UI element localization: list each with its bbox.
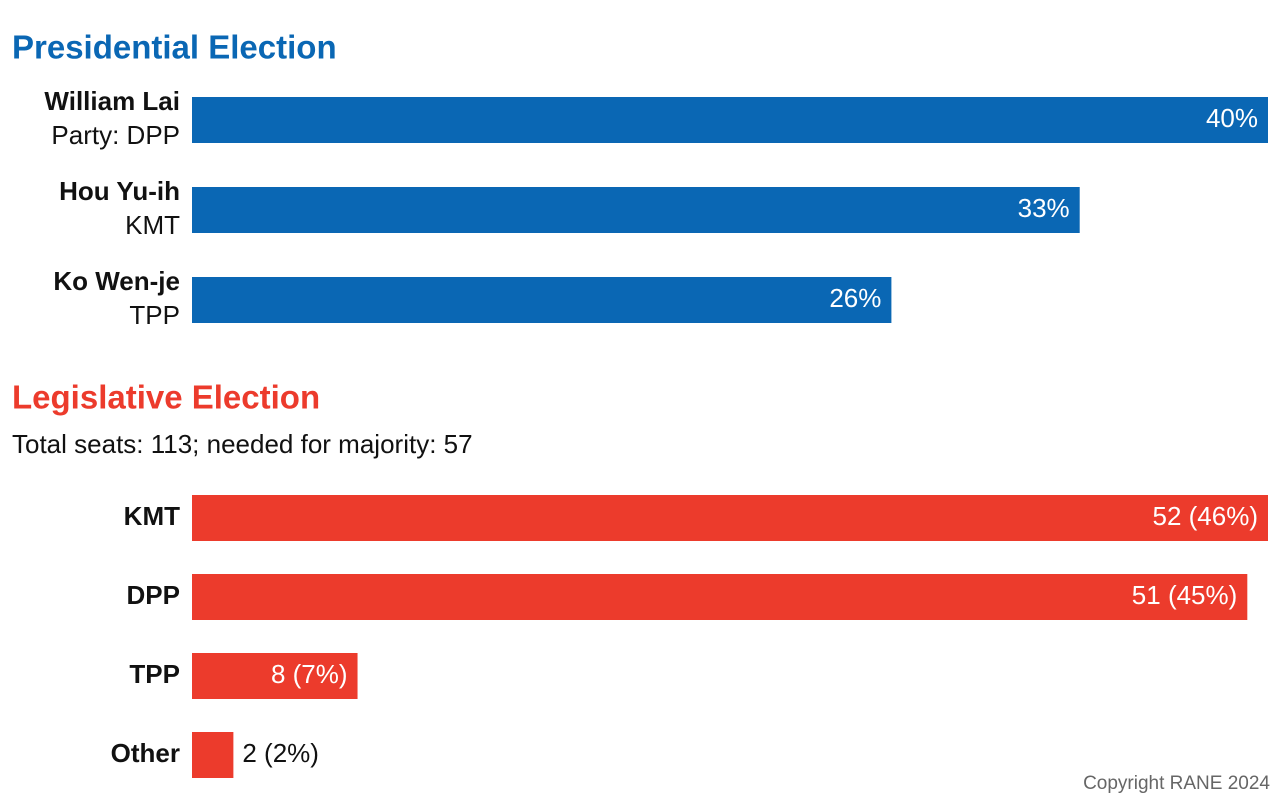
category-label: Ko Wen-je	[53, 266, 180, 296]
value-label: 8 (7%)	[271, 659, 348, 689]
bar	[192, 653, 358, 699]
copyright: Copyright RANE 2024	[1083, 773, 1270, 794]
category-label: TPP	[129, 659, 180, 689]
category-label: William Lai	[44, 86, 180, 116]
category-subtitle: KMT	[125, 210, 180, 240]
category-label: DPP	[127, 580, 180, 610]
bar	[192, 277, 892, 323]
value-label: 2 (2%)	[242, 738, 319, 768]
value-label: 33%	[1018, 193, 1070, 223]
value-label: 51 (45%)	[1132, 580, 1238, 610]
value-label: 52 (46%)	[1153, 501, 1259, 531]
bar	[192, 574, 1248, 620]
bar	[192, 732, 234, 778]
bar	[192, 495, 1268, 541]
chart-title: Presidential Election	[12, 29, 337, 66]
value-label: 26%	[829, 283, 881, 313]
chart-title: Legislative Election	[12, 379, 320, 416]
category-label: Other	[111, 738, 180, 768]
category-subtitle: TPP	[129, 300, 180, 330]
bar	[192, 97, 1268, 143]
category-label: KMT	[124, 501, 180, 531]
bar	[192, 187, 1080, 233]
category-subtitle: Party: DPP	[51, 120, 180, 150]
value-label: 40%	[1206, 103, 1258, 133]
chart-subtitle: Total seats: 113; needed for majority: 5…	[12, 429, 473, 459]
category-label: Hou Yu-ih	[59, 176, 180, 206]
